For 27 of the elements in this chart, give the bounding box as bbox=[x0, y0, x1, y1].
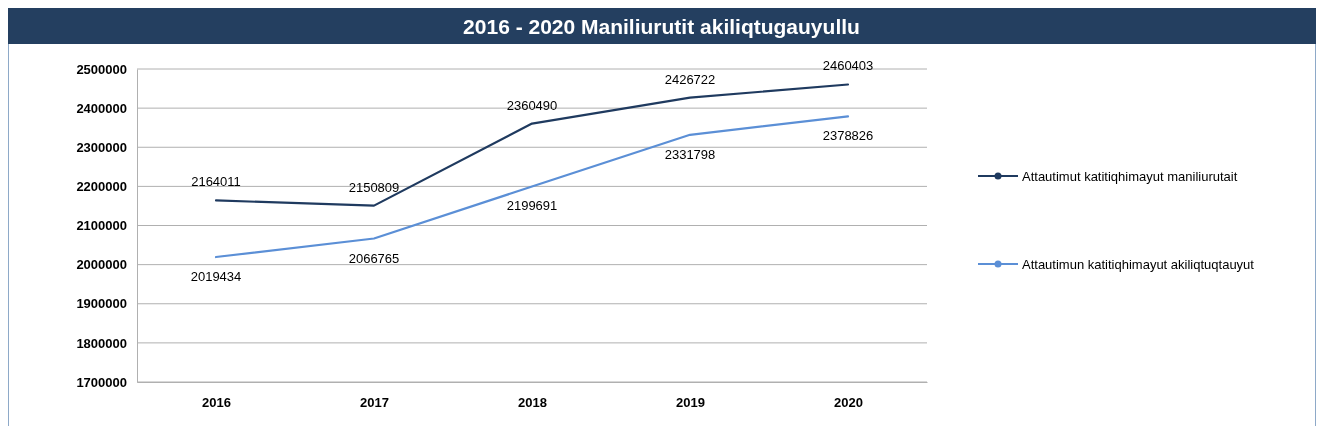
data-label: 2426722 bbox=[664, 71, 716, 87]
x-tick-label: 2017 bbox=[360, 395, 389, 411]
y-tick-label: 1800000 bbox=[76, 335, 127, 351]
data-label: 2066765 bbox=[348, 250, 400, 266]
x-tick-label: 2020 bbox=[834, 395, 863, 411]
legend-label: Attautimut katitiqhimayut maniliurutait bbox=[1022, 168, 1238, 184]
data-label: 2460403 bbox=[822, 58, 874, 74]
data-label: 2378826 bbox=[822, 128, 874, 144]
x-tick-label: 2018 bbox=[518, 395, 547, 411]
y-tick-label: 2500000 bbox=[76, 61, 127, 77]
data-label: 2164011 bbox=[191, 174, 241, 190]
y-tick-label: 2100000 bbox=[76, 218, 127, 234]
y-tick-label: 2300000 bbox=[76, 139, 127, 155]
y-tick-label: 2000000 bbox=[76, 257, 127, 273]
data-label: 2360490 bbox=[506, 97, 558, 113]
y-tick-label: 1900000 bbox=[76, 296, 127, 312]
data-label: 2150809 bbox=[348, 179, 400, 195]
y-tick-label: 2200000 bbox=[76, 179, 127, 195]
data-label: 2019434 bbox=[190, 269, 242, 285]
data-label: 2331798 bbox=[664, 146, 716, 162]
y-tick-label: 2400000 bbox=[76, 100, 127, 116]
y-tick-label: 1700000 bbox=[76, 374, 127, 390]
x-tick-label: 2019 bbox=[676, 395, 705, 411]
chart-title: 2016 - 2020 Maniliurutit akiliqtugauyullu bbox=[463, 15, 860, 38]
data-label: 2199691 bbox=[506, 198, 558, 214]
legend-label: Attautimun katitiqhimayut akiliqtuqtauyut bbox=[1022, 256, 1255, 272]
x-tick-label: 2016 bbox=[202, 395, 231, 411]
